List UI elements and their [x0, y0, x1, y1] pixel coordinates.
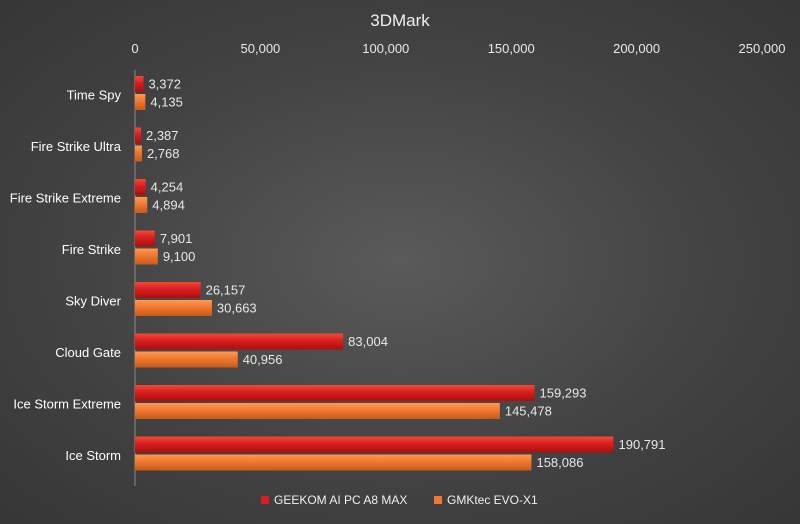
data-label: 40,956 [243, 352, 283, 367]
bar-geekom [135, 282, 201, 298]
legend-swatch [261, 496, 269, 504]
category-label: Sky Diver [65, 294, 121, 309]
bar-gmktec [135, 94, 146, 110]
x-tick-label: 150,000 [488, 41, 535, 56]
category-label: Fire Strike [62, 242, 121, 257]
bar-geekom [135, 333, 344, 350]
data-label: 158,086 [536, 455, 583, 470]
x-tick-label: 250,000 [739, 41, 786, 56]
legend: GEEKOM AI PC A8 MAX GMKtec EVO-X1 [261, 493, 538, 507]
data-label: 159,293 [540, 386, 587, 401]
data-label: 30,663 [217, 301, 257, 316]
chart-title: 3DMark [370, 11, 430, 30]
bar-gmktec [135, 403, 500, 419]
x-tick-label: 0 [131, 41, 138, 56]
bar-geekom [135, 179, 146, 195]
x-tick-label: 200,000 [613, 41, 660, 56]
data-label: 4,135 [150, 95, 183, 110]
bar-geekom [135, 230, 155, 247]
bar-gmktec [135, 197, 148, 213]
data-label: 4,254 [151, 180, 184, 195]
data-label: 26,157 [206, 283, 246, 298]
x-tick-label: 50,000 [241, 41, 281, 56]
data-label: 145,478 [505, 404, 552, 419]
category-label: Cloud Gate [55, 345, 121, 360]
data-label: 7,901 [160, 231, 193, 246]
data-label: 9,100 [163, 249, 196, 264]
category-label: Fire Strike Extreme [10, 191, 121, 206]
data-label: 2,387 [146, 128, 179, 143]
legend-swatch [434, 496, 442, 504]
data-label: 4,894 [152, 198, 185, 213]
category-label: Fire Strike Ultra [31, 139, 122, 154]
category-label: Ice Storm [65, 448, 121, 463]
bar-geekom [135, 127, 141, 144]
bar-geekom [135, 436, 614, 453]
category-label: Time Spy [67, 88, 122, 103]
legend-label: GEEKOM AI PC A8 MAX [274, 493, 407, 507]
bar-gmktec [135, 351, 238, 368]
data-label: 83,004 [348, 334, 388, 349]
legend-label: GMKtec EVO-X1 [447, 493, 538, 507]
bar-gmktec [135, 248, 158, 265]
bar-gmktec [135, 300, 212, 316]
bar-geekom [135, 76, 144, 92]
bar-geekom [135, 385, 535, 401]
x-tick-label: 100,000 [362, 41, 409, 56]
bar-gmktec [135, 454, 532, 471]
category-label: Ice Storm Extreme [13, 397, 121, 412]
data-label: 2,768 [147, 146, 180, 161]
bar-gmktec [135, 145, 142, 162]
data-label: 3,372 [148, 77, 181, 92]
data-label: 190,791 [619, 437, 666, 452]
